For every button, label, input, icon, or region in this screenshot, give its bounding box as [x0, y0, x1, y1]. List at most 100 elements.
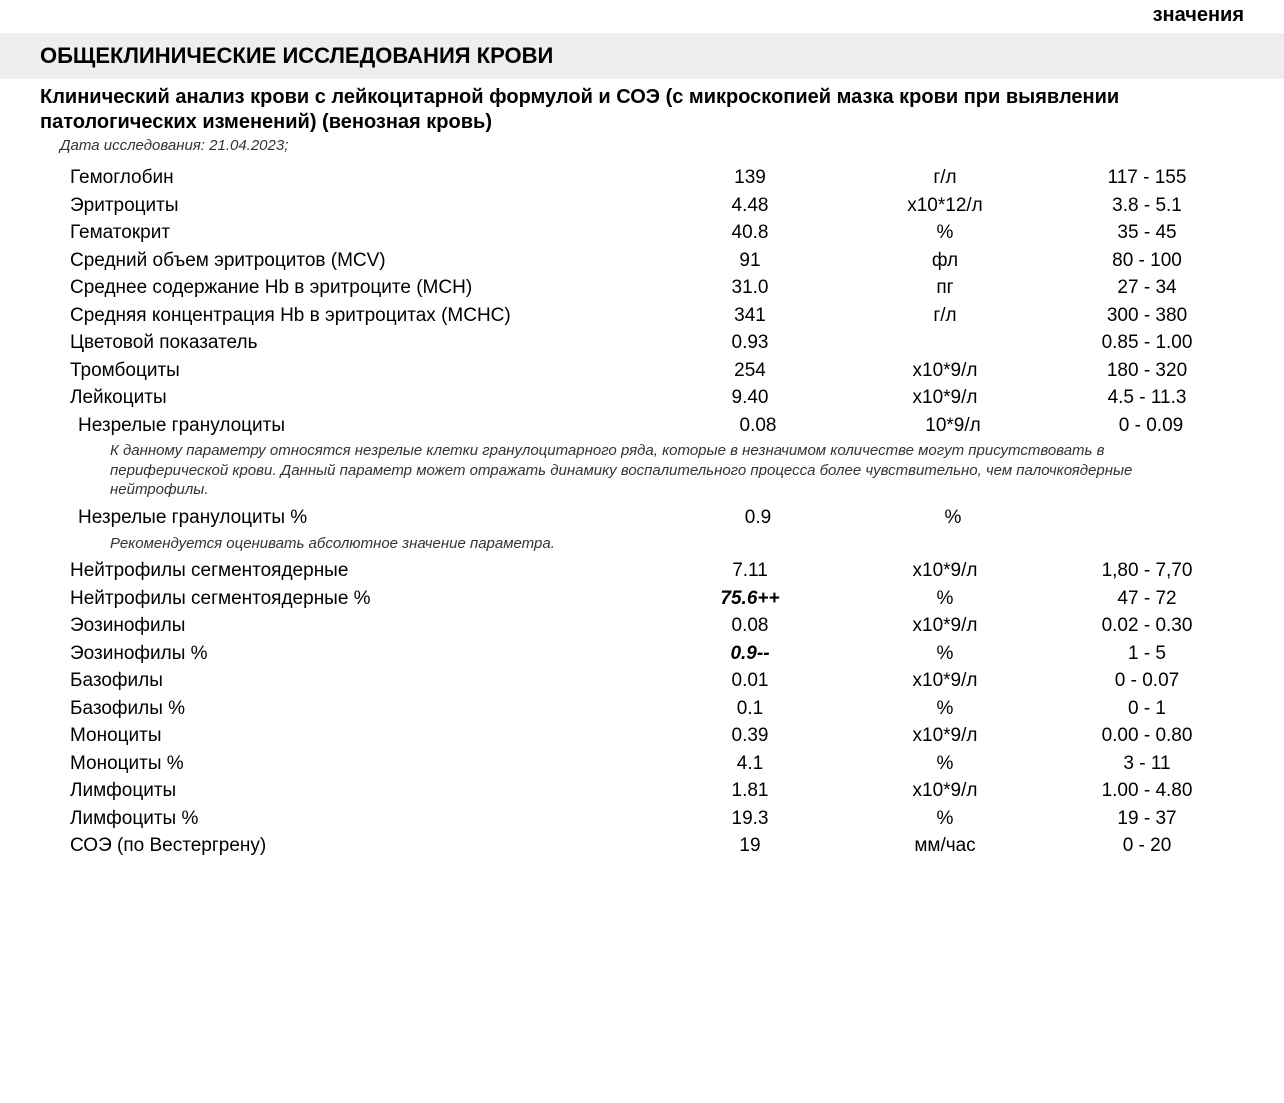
parameter-value: 139 [660, 164, 840, 192]
result-row: Гематокрит40.8%35 - 45 [40, 219, 1244, 247]
parameter-value: 0.9 [668, 504, 848, 532]
result-row: Нейтрофилы сегментоядерные7.11х10*9/л1,8… [40, 557, 1244, 585]
parameter-reference-range: 35 - 45 [1050, 219, 1244, 247]
parameter-reference-range: 3.8 - 5.1 [1050, 192, 1244, 220]
parameter-reference-range: 117 - 155 [1050, 164, 1244, 192]
result-row: Моноциты %4.1%3 - 11 [40, 750, 1244, 778]
parameter-unit: % [840, 585, 1050, 613]
parameter-name: Незрелые гранулоциты % [78, 504, 668, 532]
parameter-name: Средний объем эритроцитов (MCV) [70, 247, 660, 275]
result-row: Среднее содержание Hb в эритроците (MCH)… [40, 274, 1244, 302]
parameter-reference-range: 1.00 - 4.80 [1050, 777, 1244, 805]
parameter-note: Рекомендуется оценивать абсолютное значе… [40, 532, 1244, 558]
parameter-unit: % [840, 750, 1050, 778]
parameter-unit: г/л [840, 164, 1050, 192]
parameter-unit: х10*9/л [840, 557, 1050, 585]
result-row: Эритроциты4.48х10*12/л3.8 - 5.1 [40, 192, 1244, 220]
parameter-unit: пг [840, 274, 1050, 302]
parameter-reference-range: 27 - 34 [1050, 274, 1244, 302]
test-subtitle: Клинический анализ крови с лейкоцитарной… [0, 79, 1284, 137]
parameter-unit: % [840, 695, 1050, 723]
parameter-name: Моноциты % [70, 750, 660, 778]
result-row: Лейкоциты9.40х10*9/л4.5 - 11.3 [40, 384, 1244, 412]
parameter-unit: х10*9/л [840, 722, 1050, 750]
result-row: Незрелые гранулоциты0.0810*9/л0 - 0.09 [40, 412, 1244, 440]
parameter-unit: х10*9/л [840, 384, 1050, 412]
parameter-unit: г/л [840, 302, 1050, 330]
parameter-name: Гемоглобин [70, 164, 660, 192]
parameter-reference-range: 3 - 11 [1050, 750, 1244, 778]
results-table: Гемоглобин139г/л117 - 155Эритроциты4.48х… [0, 164, 1284, 860]
parameter-unit: х10*9/л [840, 667, 1050, 695]
result-row: Лимфоциты %19.3%19 - 37 [40, 805, 1244, 833]
parameter-reference-range: 0 - 0.07 [1050, 667, 1244, 695]
parameter-reference-range: 0 - 0.09 [1058, 412, 1244, 440]
section-title: ОБЩЕКЛИНИЧЕСКИЕ ИССЛЕДОВАНИЯ КРОВИ [0, 33, 1284, 79]
parameter-note: К данному параметру относятся незрелые к… [40, 439, 1244, 504]
parameter-name: Нейтрофилы сегментоядерные [70, 557, 660, 585]
parameter-name: СОЭ (по Вестергрену) [70, 832, 660, 860]
result-row: Незрелые гранулоциты %0.9% [40, 504, 1244, 532]
parameter-value: 19.3 [660, 805, 840, 833]
parameter-name: Среднее содержание Hb в эритроците (MCH) [70, 274, 660, 302]
parameter-reference-range: 0.85 - 1.00 [1050, 329, 1244, 357]
parameter-unit: % [840, 805, 1050, 833]
result-row: Эозинофилы0.08х10*9/л0.02 - 0.30 [40, 612, 1244, 640]
parameter-name: Незрелые гранулоциты [78, 412, 668, 440]
parameter-unit: 10*9/л [848, 412, 1058, 440]
parameter-name: Тромбоциты [70, 357, 660, 385]
parameter-unit: х10*12/л [840, 192, 1050, 220]
parameter-value: 0.93 [660, 329, 840, 357]
test-date: Дата исследования: 21.04.2023; [0, 137, 1284, 164]
result-row: Нейтрофилы сегментоядерные %75.6++%47 - … [40, 585, 1244, 613]
parameter-reference-range: 47 - 72 [1050, 585, 1244, 613]
parameter-value: 40.8 [660, 219, 840, 247]
column-header-reference: значения [0, 0, 1284, 33]
parameter-value: 0.08 [668, 412, 848, 440]
parameter-value: 4.48 [660, 192, 840, 220]
parameter-value: 0.39 [660, 722, 840, 750]
parameter-reference-range: 1,80 - 7,70 [1050, 557, 1244, 585]
parameter-reference-range: 0.00 - 0.80 [1050, 722, 1244, 750]
parameter-value: 7.11 [660, 557, 840, 585]
parameter-name: Базофилы [70, 667, 660, 695]
result-row: Базофилы %0.1%0 - 1 [40, 695, 1244, 723]
parameter-reference-range: 19 - 37 [1050, 805, 1244, 833]
parameter-name: Моноциты [70, 722, 660, 750]
parameter-unit: х10*9/л [840, 777, 1050, 805]
result-row: Эозинофилы %0.9--%1 - 5 [40, 640, 1244, 668]
parameter-name: Средняя концентрация Hb в эритроцитах (M… [70, 302, 660, 330]
result-row: Гемоглобин139г/л117 - 155 [40, 164, 1244, 192]
result-row: Лимфоциты1.81х10*9/л1.00 - 4.80 [40, 777, 1244, 805]
parameter-value: 9.40 [660, 384, 840, 412]
parameter-value: 0.1 [660, 695, 840, 723]
parameter-name: Цветовой показатель [70, 329, 660, 357]
parameter-unit: х10*9/л [840, 612, 1050, 640]
parameter-reference-range: 0.02 - 0.30 [1050, 612, 1244, 640]
parameter-name: Лейкоциты [70, 384, 660, 412]
parameter-name: Лимфоциты [70, 777, 660, 805]
result-row: Цветовой показатель0.93 0.85 - 1.00 [40, 329, 1244, 357]
parameter-unit: % [848, 504, 1058, 532]
lab-report-page: значения ОБЩЕКЛИНИЧЕСКИЕ ИССЛЕДОВАНИЯ КР… [0, 0, 1284, 860]
parameter-name: Лимфоциты % [70, 805, 660, 833]
parameter-reference-range: 180 - 320 [1050, 357, 1244, 385]
parameter-value: 254 [660, 357, 840, 385]
parameter-name: Эозинофилы [70, 612, 660, 640]
result-row: Моноциты0.39х10*9/л0.00 - 0.80 [40, 722, 1244, 750]
parameter-value: 75.6++ [660, 585, 840, 613]
result-row: СОЭ (по Вестергрену)19мм/час0 - 20 [40, 832, 1244, 860]
parameter-unit: х10*9/л [840, 357, 1050, 385]
parameter-reference-range: 0 - 1 [1050, 695, 1244, 723]
result-row: Тромбоциты254х10*9/л180 - 320 [40, 357, 1244, 385]
parameter-value: 0.01 [660, 667, 840, 695]
parameter-name: Эозинофилы % [70, 640, 660, 668]
parameter-unit: % [840, 219, 1050, 247]
result-row: Средний объем эритроцитов (MCV)91фл80 - … [40, 247, 1244, 275]
result-row: Базофилы0.01х10*9/л0 - 0.07 [40, 667, 1244, 695]
parameter-unit: мм/час [840, 832, 1050, 860]
parameter-name: Базофилы % [70, 695, 660, 723]
parameter-name: Эритроциты [70, 192, 660, 220]
parameter-value: 31.0 [660, 274, 840, 302]
parameter-name: Гематокрит [70, 219, 660, 247]
